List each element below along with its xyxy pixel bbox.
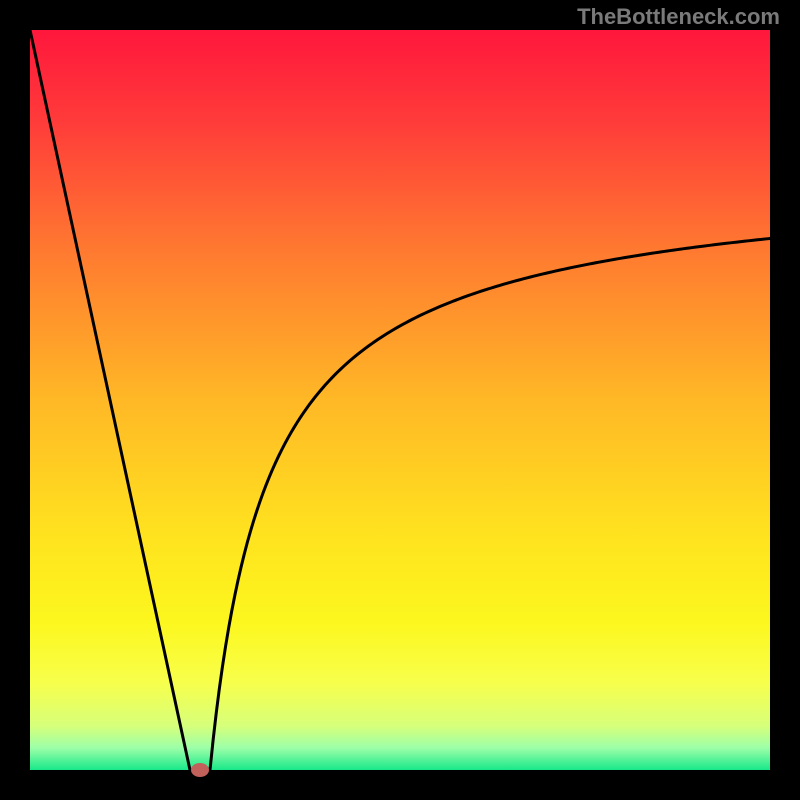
optimal-point-marker: [191, 763, 209, 777]
bottleneck-curve: [30, 30, 770, 770]
chart-container: TheBottleneck.com: [0, 0, 800, 800]
plot-area: [30, 30, 770, 770]
watermark-label: TheBottleneck.com: [577, 4, 780, 30]
curve-layer: [0, 0, 800, 800]
